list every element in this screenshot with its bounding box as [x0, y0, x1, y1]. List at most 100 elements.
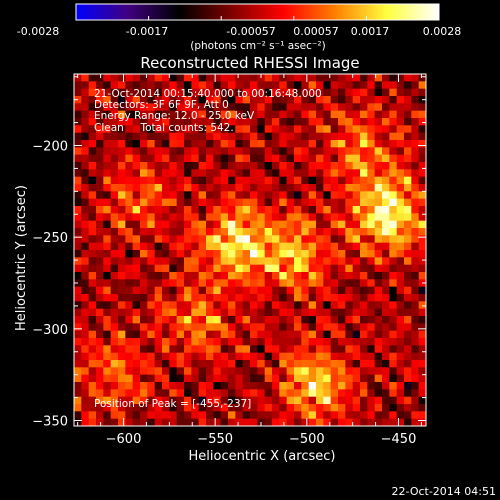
- heatmap-cell: [213, 184, 222, 192]
- heatmap-cell: [96, 169, 104, 178]
- heatmap-cell: [235, 323, 244, 332]
- heatmap-cell: [118, 162, 126, 170]
- heatmap-cell: [411, 228, 420, 236]
- heatmap-cell: [140, 206, 148, 214]
- heatmap-cell: [235, 330, 244, 339]
- heatmap-cell: [198, 367, 207, 376]
- heatmap-cell: [184, 301, 192, 310]
- heatmap-cell: [345, 169, 354, 178]
- heatmap-cell: [308, 418, 317, 427]
- heatmap-cell: [96, 418, 104, 427]
- heatmap-cell: [257, 184, 266, 192]
- heatmap-cell: [404, 367, 412, 376]
- heatmap-cell: [176, 352, 185, 361]
- heatmap-cell: [367, 103, 376, 112]
- heatmap-cell: [184, 81, 192, 90]
- colorbar-strip: [76, 4, 439, 20]
- heatmap-cell: [360, 308, 368, 317]
- heatmap-cell: [118, 132, 126, 141]
- heatmap-cell: [147, 74, 156, 82]
- heatmap-cell: [235, 184, 244, 192]
- heatmap-cell: [140, 191, 148, 200]
- heatmap-cell: [162, 323, 170, 332]
- heatmap-cell: [74, 316, 82, 324]
- heatmap-cell: [294, 316, 302, 324]
- heatmap-cell: [140, 88, 148, 97]
- heatmap-cell: [81, 286, 90, 295]
- heatmap-cell: [184, 352, 192, 361]
- heatmap-cell: [228, 330, 236, 339]
- heatmap-cell: [206, 396, 214, 405]
- heatmap-cell: [103, 110, 112, 119]
- heatmap-cell: [110, 162, 119, 170]
- heatmap-cell: [184, 330, 192, 339]
- heatmap-cell: [132, 162, 141, 170]
- heatmap-cell: [345, 250, 354, 258]
- heatmap-cell: [316, 345, 324, 354]
- heatmap-cell: [191, 396, 200, 405]
- heatmap-cell: [147, 374, 156, 383]
- heatmap-cell: [220, 206, 229, 214]
- heatmap-cell: [374, 264, 383, 273]
- heatmap-cell: [132, 404, 141, 412]
- heatmap-cell: [96, 316, 104, 324]
- heatmap-cell: [250, 242, 258, 251]
- heatmap-cell: [308, 88, 317, 97]
- heatmap-cell: [286, 169, 295, 178]
- heatmap-cell: [352, 316, 361, 324]
- heatmap-cell: [154, 140, 163, 148]
- heatmap-cell: [242, 316, 251, 324]
- heatmap-cell: [418, 206, 427, 214]
- heatmap-cell: [367, 118, 376, 126]
- heatmap-cell: [323, 257, 332, 266]
- heatmap-cell: [345, 272, 354, 280]
- heatmap-cell: [345, 360, 354, 368]
- heatmap-cell: [162, 147, 170, 156]
- heatmap-cell: [162, 242, 170, 251]
- heatmap-cell: [96, 206, 104, 214]
- heatmap-cell: [147, 272, 156, 280]
- heatmap-cell: [264, 184, 273, 192]
- heatmap-cell: [220, 213, 229, 222]
- heatmap-cell: [169, 323, 178, 332]
- heatmap-cell: [411, 323, 420, 332]
- heatmap-cell: [418, 88, 427, 97]
- heatmap-cell: [242, 220, 251, 229]
- heatmap-cell: [396, 308, 405, 317]
- heatmap-cell: [330, 140, 339, 148]
- heatmap-cell: [330, 411, 339, 420]
- heatmap-cell: [96, 140, 104, 148]
- heatmap-cell: [389, 360, 398, 368]
- heatmap-cell: [213, 323, 222, 332]
- heatmap-cell: [198, 338, 207, 346]
- heatmap-cell: [191, 118, 200, 126]
- heatmap-cell: [389, 96, 398, 104]
- heatmap-cell: [162, 418, 170, 427]
- heatmap-cell: [308, 396, 317, 405]
- heatmap-cell: [404, 242, 412, 251]
- heatmap-cell: [162, 404, 170, 412]
- heatmap-cell: [162, 176, 170, 185]
- heatmap-cell: [345, 206, 354, 214]
- heatmap-cell: [191, 404, 200, 412]
- heatmap-cell: [191, 176, 200, 185]
- heatmap-cell: [110, 228, 119, 236]
- heatmap-cell: [338, 242, 346, 251]
- heatmap-cell: [74, 162, 82, 170]
- heatmap-cell: [125, 294, 134, 302]
- heatmap-cell: [418, 213, 427, 222]
- heatmap-cell: [279, 228, 288, 236]
- heatmap-cell: [308, 272, 317, 280]
- heatmap-cell: [250, 279, 258, 288]
- heatmap-cell: [294, 198, 302, 207]
- heatmap-cell: [279, 389, 288, 398]
- heatmap-cell: [235, 286, 244, 295]
- heatmap-cell: [140, 132, 148, 141]
- heatmap-cell: [125, 418, 134, 427]
- heatmap-cell: [235, 169, 244, 178]
- heatmap-cell: [132, 257, 141, 266]
- heatmap-cell: [74, 228, 82, 236]
- heatmap-cell: [235, 279, 244, 288]
- heatmap-cell: [242, 396, 251, 405]
- heatmap-cell: [81, 88, 90, 97]
